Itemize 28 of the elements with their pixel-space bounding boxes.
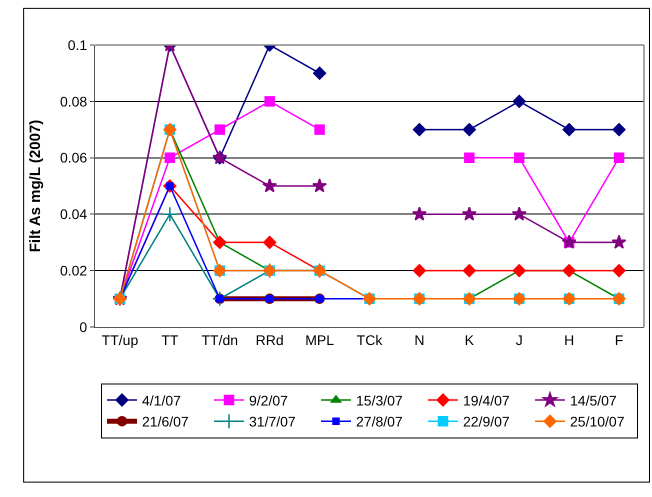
x-tick-label: TT/dn — [201, 332, 238, 348]
x-tick-label: TCk — [356, 332, 384, 348]
y-tick-label: 0.06 — [60, 150, 88, 166]
legend-label: 4/1/07 — [142, 392, 182, 408]
legend-label: 22/9/07 — [463, 414, 510, 430]
legend-label: 19/4/07 — [463, 392, 510, 408]
y-tick-label: 0.04 — [60, 206, 88, 222]
x-tick-label: K — [464, 332, 475, 348]
legend-label: 27/8/07 — [356, 414, 403, 430]
legend-label: 14/5/07 — [570, 392, 617, 408]
y-axis-title: Filt As mg/L (2007) — [27, 120, 44, 252]
legend-label: 31/7/07 — [249, 414, 296, 430]
x-tick-label: TT — [161, 332, 179, 348]
x-tick-label: RRd — [256, 332, 284, 348]
y-tick-label: 0.1 — [68, 36, 88, 53]
x-tick-label: TT/up — [102, 332, 138, 348]
y-tick-label: 0 — [79, 318, 88, 335]
legend-label: 25/10/07 — [570, 414, 625, 430]
x-tick-label: F — [614, 332, 624, 348]
legend-label: 21/6/07 — [142, 414, 189, 430]
x-tick-label: J — [516, 332, 523, 348]
x-tick-label: H — [564, 332, 574, 348]
legend-label: 15/3/07 — [356, 392, 403, 408]
x-tick-label: MPL — [305, 332, 334, 348]
legend-label: 9/2/07 — [249, 392, 288, 408]
y-tick-label: 0.08 — [60, 93, 88, 110]
y-tick-label: 0.02 — [60, 262, 88, 278]
x-tick-label: N — [414, 332, 424, 348]
